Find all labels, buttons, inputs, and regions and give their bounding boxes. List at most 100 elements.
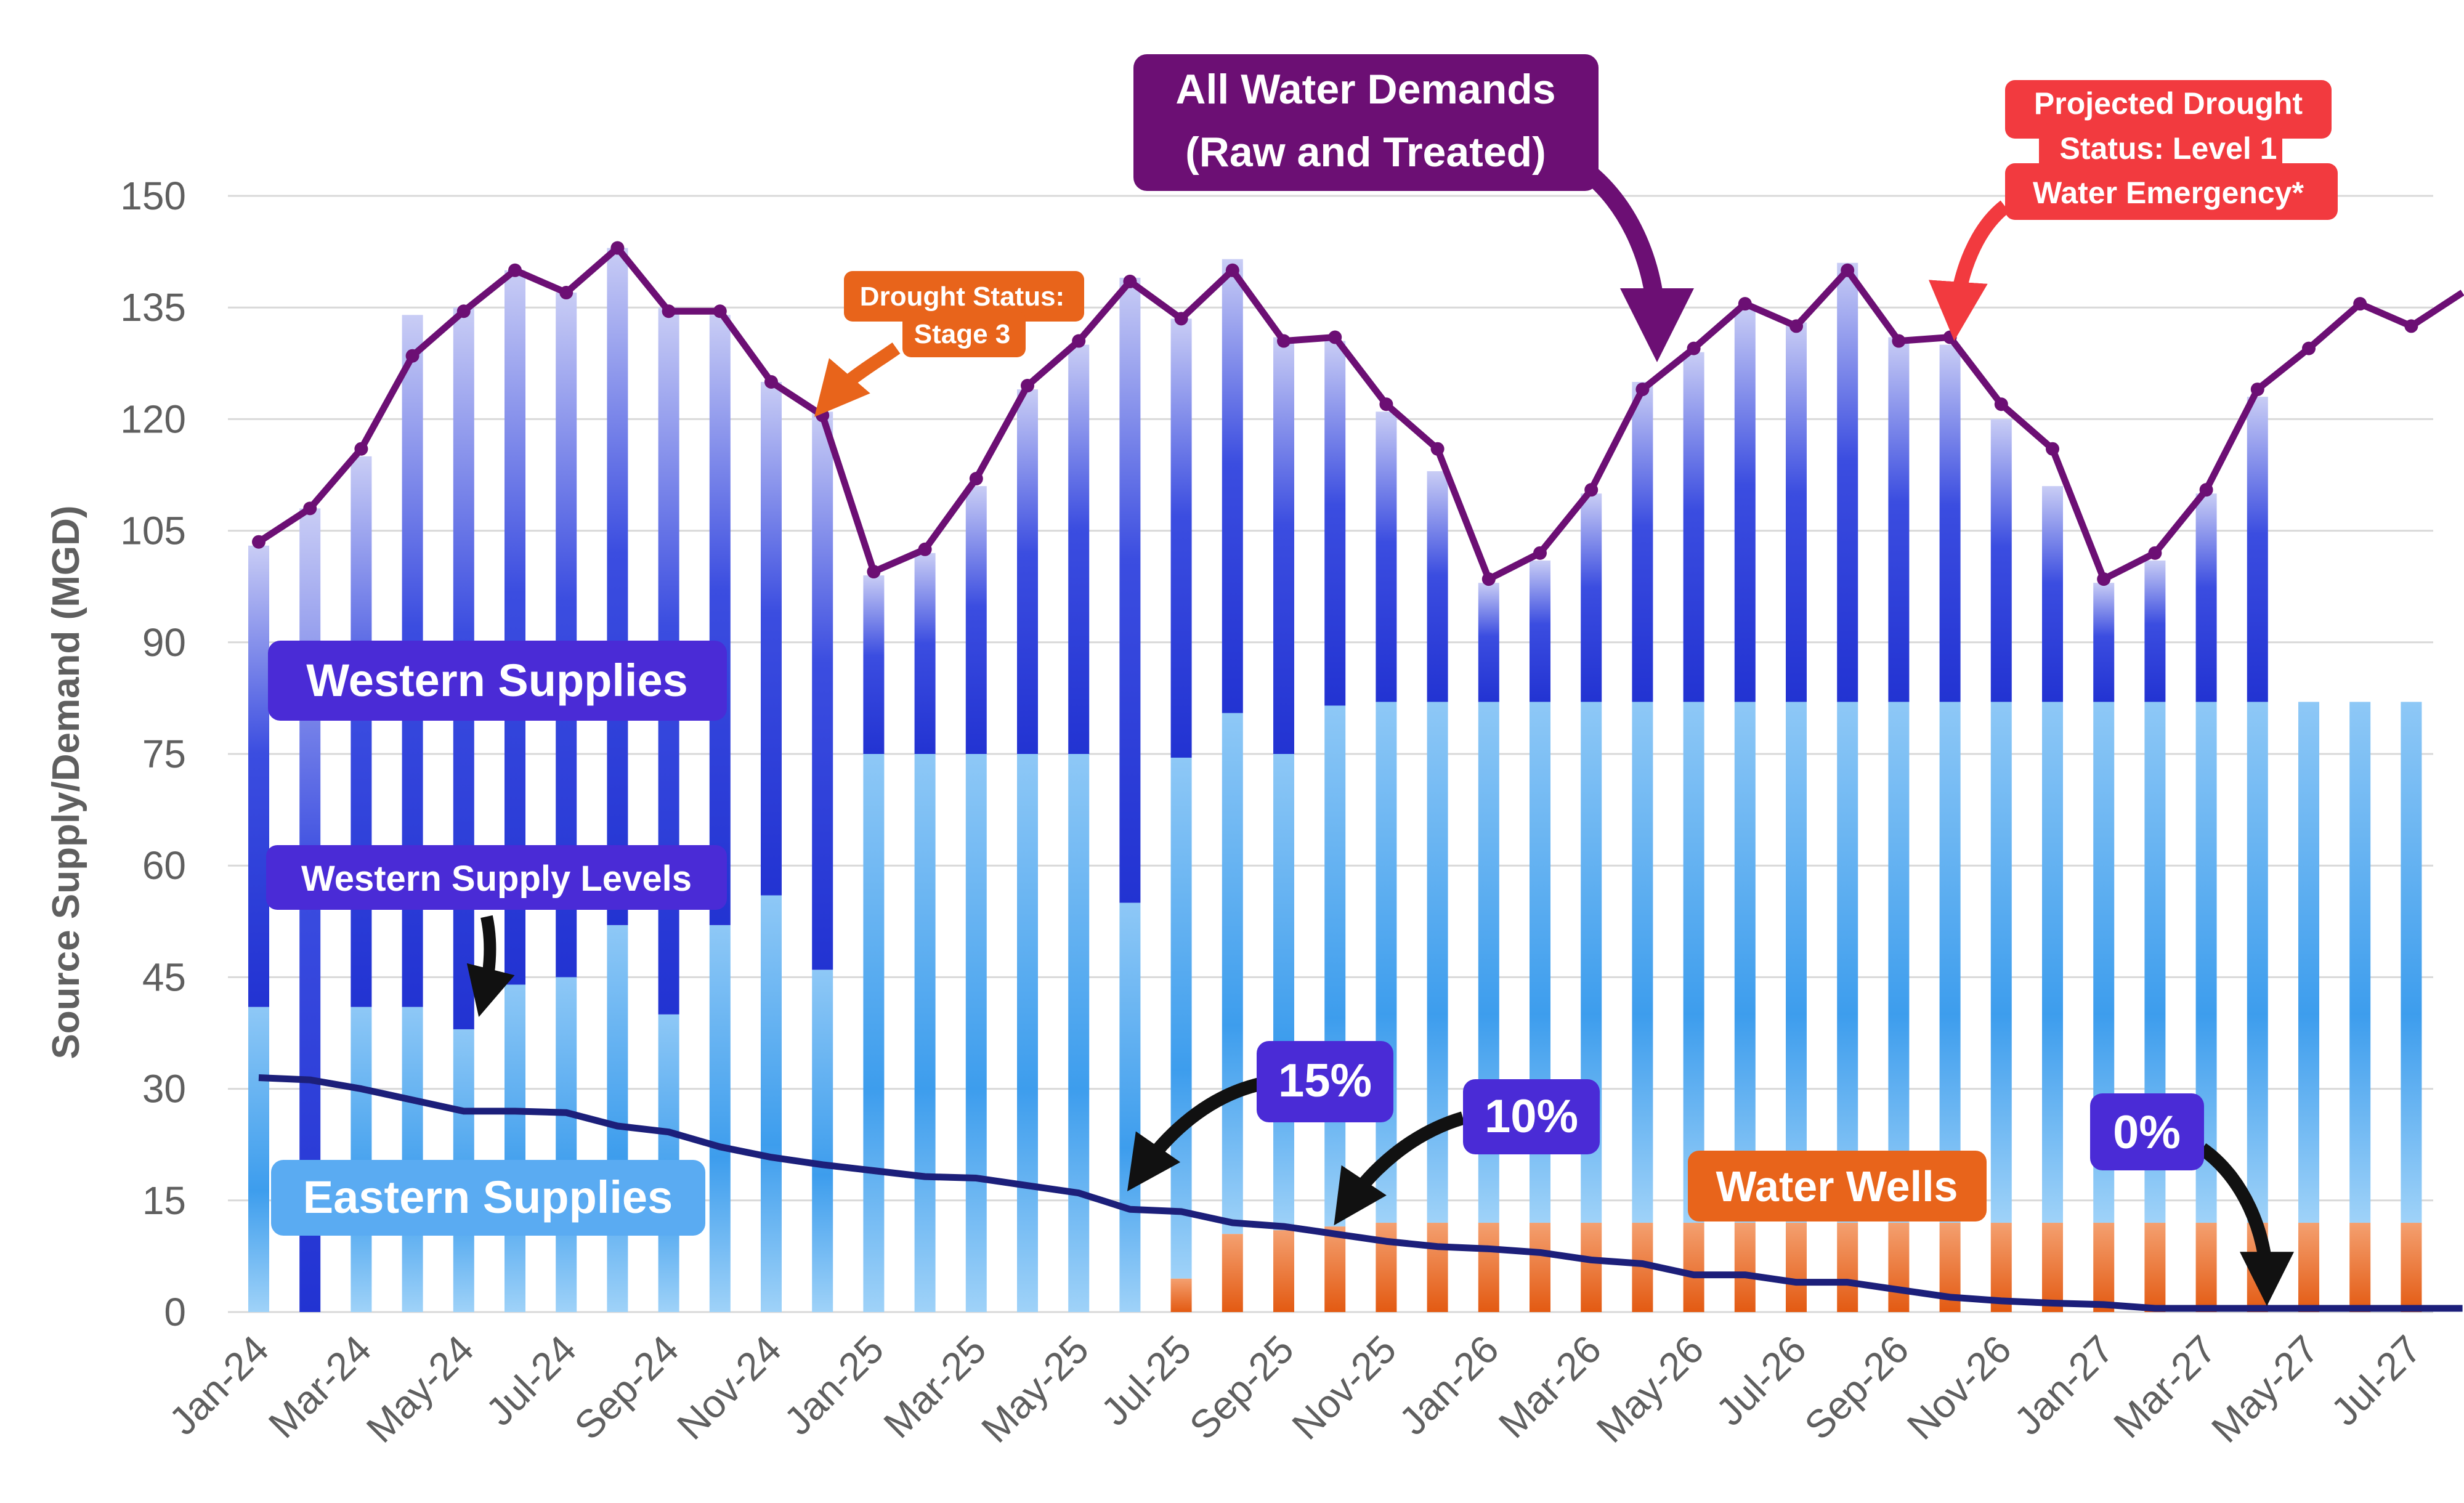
bar-western-34 xyxy=(1990,419,2012,702)
projected-box-2 xyxy=(2039,123,2282,176)
bar-western-10 xyxy=(761,382,782,896)
bar-wells-42 xyxy=(2401,1223,2422,1312)
bar-eastern-16 xyxy=(1068,754,1090,1312)
bar-western-15 xyxy=(1017,389,1038,754)
projected-line2: Status: Level 1 xyxy=(2060,131,2277,166)
x-tick-May-26: May-26 xyxy=(1588,1327,1712,1451)
bar-western-22 xyxy=(1376,411,1397,702)
demand-point-30 xyxy=(1789,319,1803,333)
y-tick-30: 30 xyxy=(142,1067,186,1111)
pct10-box xyxy=(1463,1079,1600,1154)
y-tick-75: 75 xyxy=(142,732,186,776)
x-tick-Sep-24: Sep-24 xyxy=(566,1327,687,1448)
bar-eastern-19 xyxy=(1222,713,1243,1234)
bar-western-36 xyxy=(2093,583,2115,702)
bar-wells-19 xyxy=(1222,1234,1243,1312)
demand-point-33 xyxy=(1943,330,1957,344)
bar-eastern-20 xyxy=(1273,754,1294,1231)
y-tick-135: 135 xyxy=(120,285,186,330)
drought-stage-box-1 xyxy=(844,271,1084,322)
water-wells-label: Water Wells xyxy=(1716,1162,1958,1210)
bar-wells-20 xyxy=(1273,1230,1294,1312)
demand-point-29 xyxy=(1738,297,1752,311)
bar-western-7 xyxy=(607,248,628,925)
bar-eastern-11 xyxy=(812,970,833,1312)
bar-eastern-35 xyxy=(2042,702,2063,1223)
demand-point-31 xyxy=(1841,263,1855,277)
bar-western-30 xyxy=(1786,322,1807,702)
bar-western-0 xyxy=(248,545,269,1007)
bar-wells-30 xyxy=(1786,1223,1807,1312)
bar-western-39 xyxy=(2247,397,2268,702)
bar-wells-37 xyxy=(2144,1223,2166,1312)
pct0-arrow xyxy=(2198,1143,2294,1307)
bar-wells-32 xyxy=(1888,1223,1910,1312)
demand-point-25 xyxy=(1533,546,1547,560)
y-tick-150: 150 xyxy=(120,174,186,218)
demand-point-10 xyxy=(764,375,778,389)
x-tick-Mar-24: Mar-24 xyxy=(260,1327,379,1446)
demand-point-37 xyxy=(2148,546,2162,560)
demand-point-42 xyxy=(2404,319,2418,333)
y-tick-105: 105 xyxy=(120,509,186,553)
western-supply-level-line xyxy=(258,1074,2463,1312)
demand-point-13 xyxy=(918,542,932,556)
demand-point-39 xyxy=(2250,383,2264,397)
demand-point-24 xyxy=(1481,572,1496,586)
demand-arrow xyxy=(1574,158,1694,362)
bar-western-21 xyxy=(1324,341,1346,706)
bar-eastern-27 xyxy=(1632,702,1653,1223)
drought-stage-line2: Stage 3 xyxy=(914,319,1011,349)
bar-eastern-3 xyxy=(402,1007,423,1312)
demand-point-4 xyxy=(456,304,471,318)
bar-western-12 xyxy=(863,575,885,754)
bar-eastern-5 xyxy=(505,984,525,1312)
demand-point-5 xyxy=(508,263,522,277)
bar-eastern-10 xyxy=(761,895,782,1312)
bar-western-23 xyxy=(1427,471,1448,702)
bar-wells-36 xyxy=(2093,1223,2115,1312)
demand-point-12 xyxy=(867,565,881,579)
demand-point-3 xyxy=(405,349,419,363)
bar-western-31 xyxy=(1837,262,1858,702)
bar-wells-24 xyxy=(1478,1223,1499,1312)
x-tick-Sep-25: Sep-25 xyxy=(1181,1327,1302,1448)
western-levels-arrow xyxy=(466,915,515,1018)
y-tick-15: 15 xyxy=(142,1178,186,1223)
western-supplies-box xyxy=(268,641,727,721)
demand-point-36 xyxy=(2097,572,2111,586)
western-levels-label: Western Supply Levels xyxy=(301,859,692,899)
x-tick-Mar-27: Mar-27 xyxy=(2105,1327,2224,1446)
demand-label-box xyxy=(1133,54,1599,191)
y-tick-120: 120 xyxy=(120,397,186,441)
x-tick-Jan-24: Jan-24 xyxy=(161,1327,277,1443)
drought-stage-annotation: Drought Status: Stage 3 xyxy=(814,271,1084,417)
bar-western-9 xyxy=(709,315,731,925)
bar-western-17 xyxy=(1119,277,1141,903)
bar-wells-28 xyxy=(1683,1223,1704,1312)
demand-point-38 xyxy=(2199,483,2213,497)
pct15-box xyxy=(1257,1041,1393,1122)
bar-western-18 xyxy=(1170,318,1192,758)
bar-eastern-32 xyxy=(1888,702,1910,1223)
bar-western-35 xyxy=(2042,486,2063,702)
bar-western-14 xyxy=(965,486,987,754)
bar-western-25 xyxy=(1530,560,1550,702)
pct0-box xyxy=(2090,1093,2204,1170)
bar-western-19 xyxy=(1222,259,1243,713)
bar-eastern-17 xyxy=(1119,902,1141,1312)
x-tick-Jan-26: Jan-26 xyxy=(1390,1327,1507,1443)
bar-western-32 xyxy=(1888,337,1910,702)
demand-annotation: All Water Demands (Raw and Treated) xyxy=(1133,54,1694,362)
x-tick-Mar-26: Mar-26 xyxy=(1490,1327,1610,1446)
y-axis-ticks: 0 15 30 45 60 75 90 105 120 135 150 xyxy=(120,174,186,1334)
bar-eastern-39 xyxy=(2247,702,2268,1223)
western-supplies-label: Western Supplies xyxy=(306,655,688,706)
bar-eastern-28 xyxy=(1683,702,1704,1223)
demand-point-35 xyxy=(2046,442,2059,456)
bar-eastern-6 xyxy=(556,977,577,1312)
bar-wells-18 xyxy=(1170,1278,1192,1312)
y-tick-90: 90 xyxy=(142,620,186,665)
bar-western-37 xyxy=(2144,560,2166,702)
